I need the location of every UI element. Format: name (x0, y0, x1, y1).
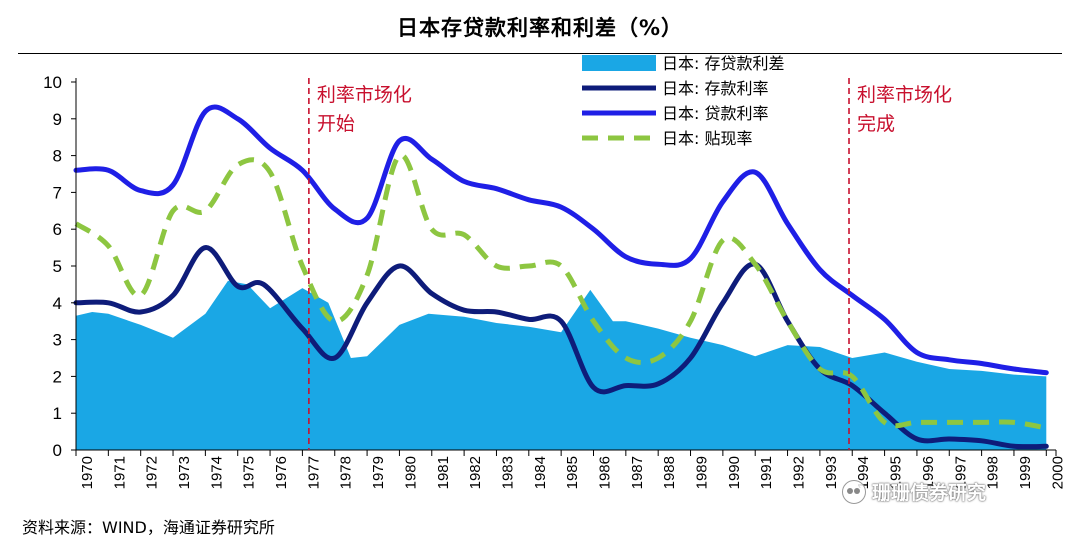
wechat-icon (842, 479, 866, 504)
x-tick-label: 1981 (435, 456, 452, 489)
y-tick-label: 0 (53, 441, 62, 460)
x-tick-label: 1976 (273, 456, 290, 489)
x-tick-label: 1989 (694, 456, 711, 489)
annotation-label: 完成 (857, 113, 895, 135)
annotation-label: 利率市场化 (317, 84, 412, 106)
legend-label: 日本: 贷款利率 (662, 104, 768, 123)
legend-label: 日本: 存款利率 (662, 79, 768, 98)
x-tick-label: 1970 (79, 456, 96, 489)
x-tick-label: 1973 (176, 456, 193, 489)
x-tick-label: 1974 (208, 456, 225, 489)
x-tick-label: 1996 (920, 456, 937, 489)
y-tick-label: 4 (53, 294, 62, 313)
x-tick-label: 1975 (241, 456, 258, 489)
x-tick-label: 1991 (758, 456, 775, 489)
title-underline (18, 53, 1062, 54)
x-tick-label: 1985 (564, 456, 581, 489)
source-note: 资料来源：WIND，海通证券研究所 (22, 518, 275, 537)
chart-title: 日本存贷款利率和利差（%） (396, 16, 684, 40)
x-tick-label: 1987 (629, 456, 646, 489)
y-tick-label: 1 (53, 404, 62, 423)
y-tick-label: 3 (53, 331, 62, 350)
x-tick-label: 1986 (597, 456, 614, 489)
y-tick-label: 6 (53, 220, 62, 239)
series-line-loan-rate (73, 104, 1049, 376)
x-tick-label: 1982 (467, 456, 484, 489)
x-tick-label: 1999 (1017, 456, 1034, 489)
watermark-text: 珊珊债券研究 (872, 482, 987, 504)
x-tick-label: 1998 (985, 456, 1002, 489)
y-tick-label: 7 (53, 183, 62, 202)
x-tick-label: 2000 (1049, 456, 1066, 489)
x-tick-label: 1972 (144, 456, 161, 489)
x-tick-label: 1977 (305, 456, 322, 489)
x-tick-label: 1979 (370, 456, 387, 489)
x-tick-label: 1983 (500, 456, 517, 489)
series-line-deposit-rate (73, 245, 1049, 450)
x-tick-label: 1995 (888, 456, 905, 489)
legend-label: 日本: 存贷款利差 (662, 54, 784, 73)
x-tick-label: 1980 (402, 456, 419, 489)
x-tick-label: 1978 (338, 456, 355, 489)
x-tick-label: 1990 (726, 456, 743, 489)
x-tick-label: 1988 (661, 456, 678, 489)
x-tick-label: 1993 (823, 456, 840, 489)
legend-swatch-spread (582, 55, 656, 71)
series-line-discount-rate (74, 152, 1047, 431)
y-tick-label: 10 (43, 73, 62, 92)
x-tick-label: 1984 (532, 456, 549, 489)
x-tick-label: 1997 (952, 456, 969, 489)
legend-label: 日本: 贴现率 (662, 129, 752, 148)
watermark: 珊珊债券研究 (842, 478, 986, 505)
x-tick-label: 1971 (111, 456, 128, 489)
annotation-label: 利率市场化 (857, 84, 952, 106)
y-tick-label: 5 (53, 257, 62, 276)
y-tick-label: 8 (53, 147, 62, 166)
x-tick-label: 1992 (791, 456, 808, 489)
y-tick-label: 9 (53, 110, 62, 129)
y-tick-label: 2 (53, 367, 62, 386)
series-area-spread (76, 280, 1047, 450)
annotation-label: 开始 (317, 113, 355, 135)
